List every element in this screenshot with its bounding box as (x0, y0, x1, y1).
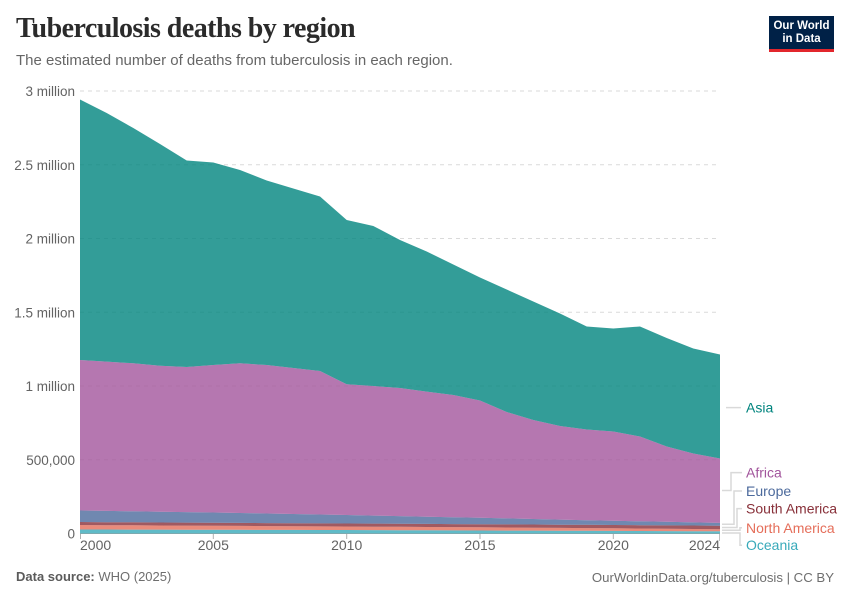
svg-text:Europe: Europe (746, 483, 791, 499)
svg-text:2000: 2000 (80, 537, 111, 553)
svg-text:3 million: 3 million (25, 84, 75, 99)
svg-text:2.5 million: 2.5 million (14, 158, 75, 173)
svg-text:500,000: 500,000 (26, 453, 75, 468)
svg-text:1.5 million: 1.5 million (14, 305, 75, 320)
svg-text:2005: 2005 (198, 537, 229, 553)
svg-text:South America: South America (746, 501, 837, 517)
svg-text:2020: 2020 (598, 537, 629, 553)
svg-text:2 million: 2 million (25, 232, 75, 247)
svg-text:2010: 2010 (331, 537, 362, 553)
svg-text:Asia: Asia (746, 400, 773, 416)
svg-text:Oceania: Oceania (746, 537, 798, 553)
svg-text:1 million: 1 million (25, 379, 75, 394)
svg-text:2015: 2015 (464, 537, 495, 553)
svg-text:0: 0 (67, 527, 75, 542)
svg-text:North America: North America (746, 520, 835, 536)
svg-text:Africa: Africa (746, 465, 782, 481)
svg-text:2024: 2024 (689, 537, 720, 553)
